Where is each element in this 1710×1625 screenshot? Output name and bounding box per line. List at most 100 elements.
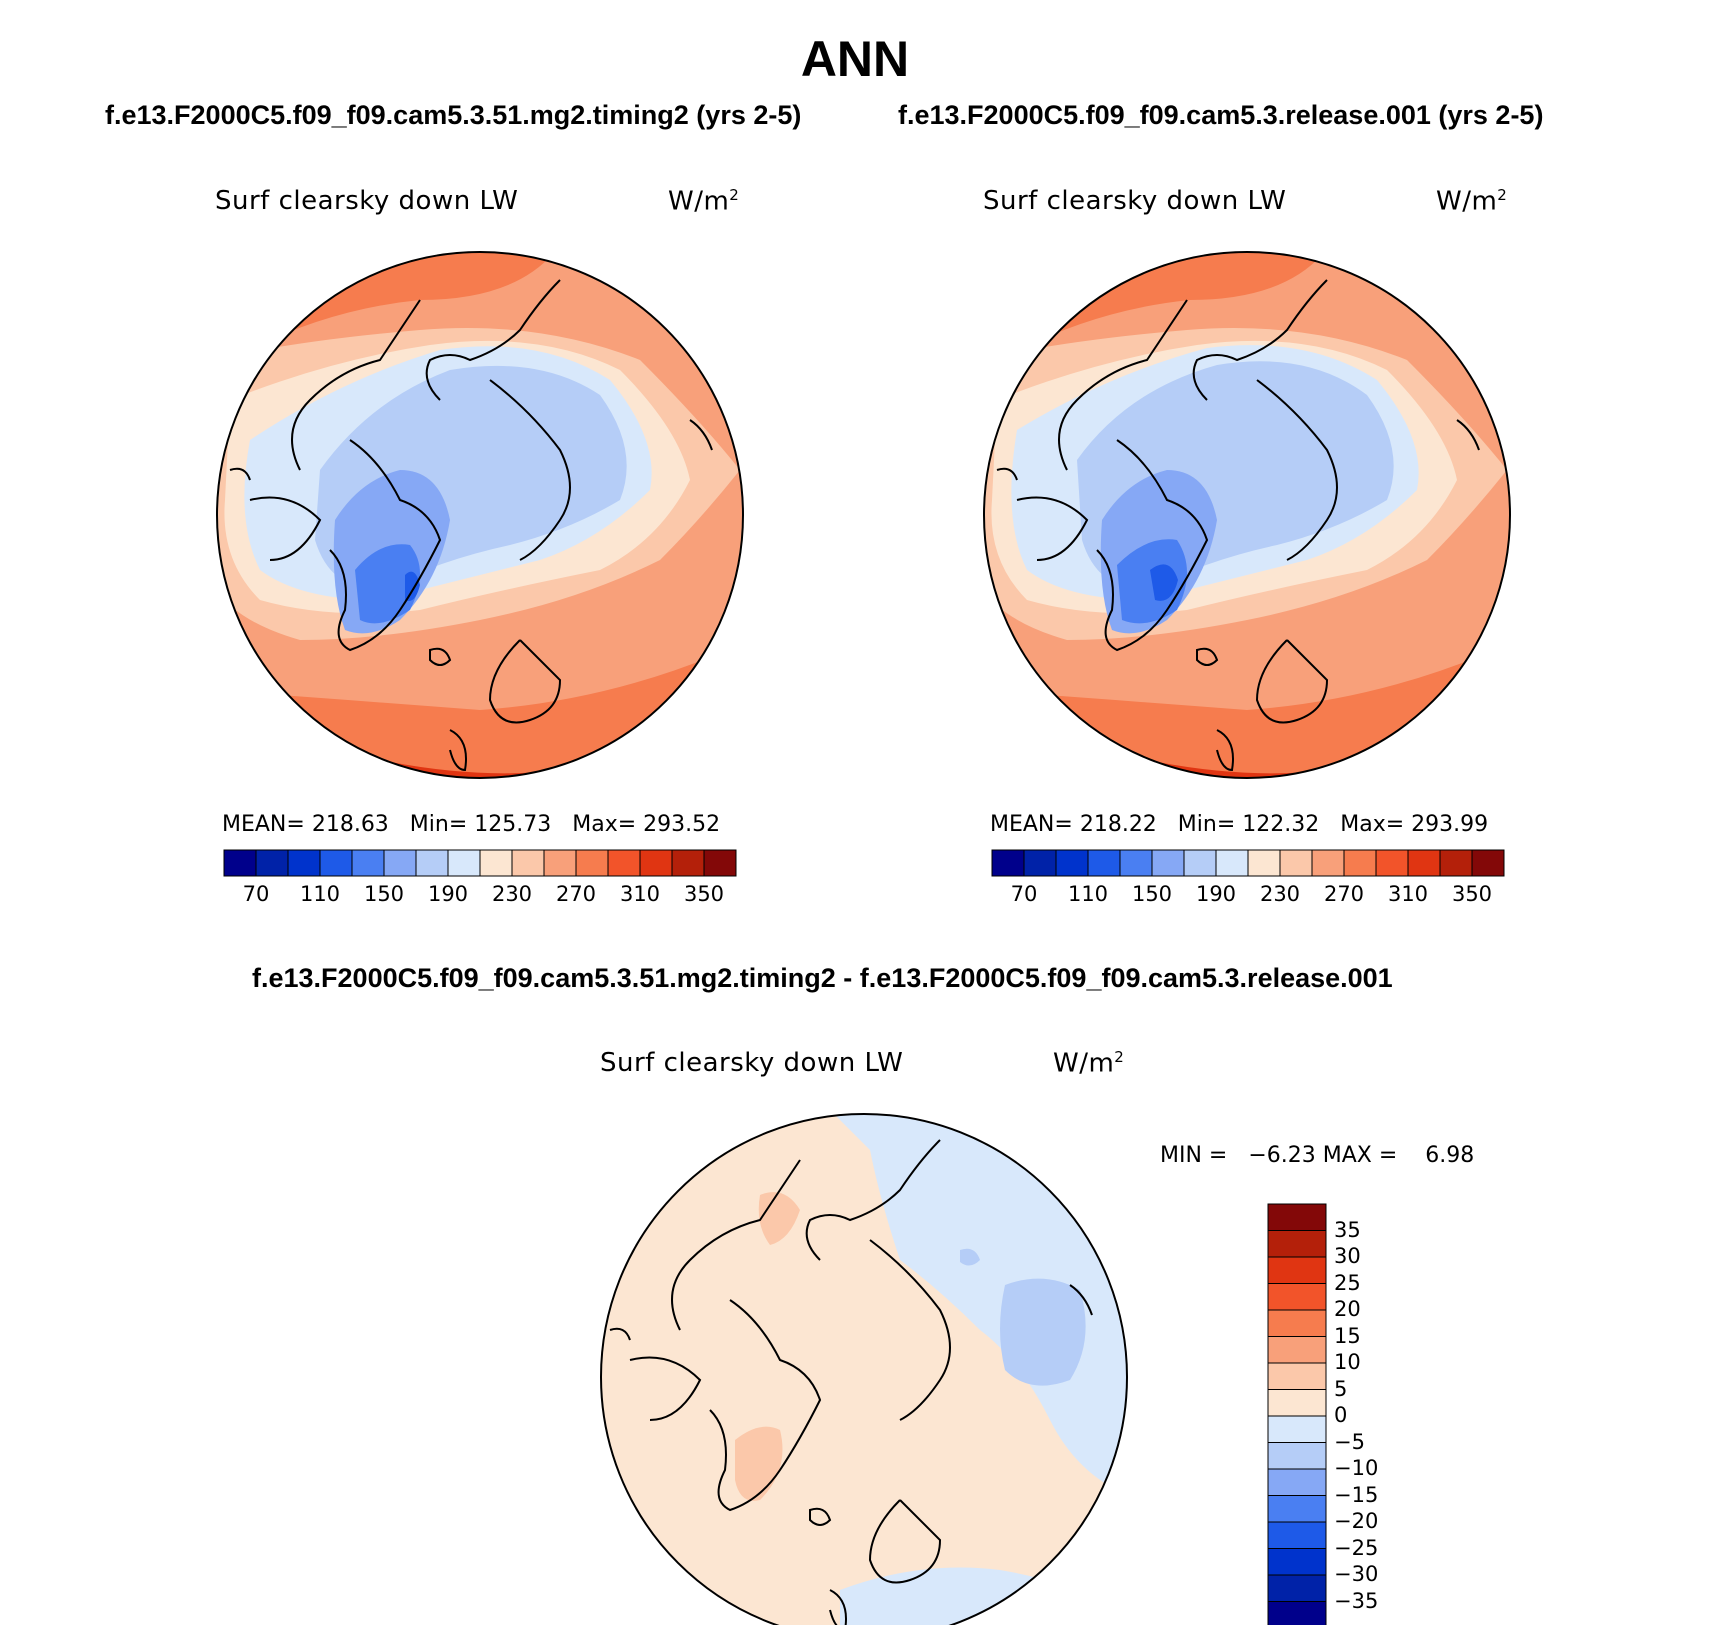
panel-3-colorbar-box bbox=[1267, 1362, 1327, 1390]
panel-2-colorbar-box bbox=[1055, 849, 1089, 877]
panel-3-colorbar-tick-label: −30 bbox=[1334, 1562, 1379, 1586]
panel-1-colorbar-tick-label: 270 bbox=[555, 882, 597, 906]
panel-2-units-label: W/m2 bbox=[1436, 186, 1508, 217]
panel-1-colorbar-box bbox=[287, 849, 321, 877]
panel-3-colorbar-box bbox=[1267, 1415, 1327, 1443]
panel-2-colorbar-box bbox=[1247, 849, 1281, 877]
panel-1-colorbar-tick-label: 190 bbox=[427, 882, 469, 906]
panel-3-colorbar-box bbox=[1267, 1230, 1327, 1258]
panel-1-units-label: W/m2 bbox=[668, 186, 740, 217]
panel-3-colorbar-tick-label: 20 bbox=[1334, 1297, 1361, 1321]
panel-3-colorbar-box bbox=[1267, 1442, 1327, 1470]
panel-3-map bbox=[601, 1114, 1127, 1625]
panel-2-colorbar-tick-label: 70 bbox=[1010, 882, 1038, 906]
panel-3-colorbar-tick-label: 5 bbox=[1334, 1376, 1348, 1401]
panel-3-colorbar-tick-label: 15 bbox=[1334, 1323, 1361, 1348]
panel-2-map bbox=[984, 252, 1510, 778]
panel-1-map-boundary bbox=[216, 251, 744, 779]
panel-3-colorbar-tick-label: −25 bbox=[1334, 1535, 1379, 1560]
panel-3-colorbar-tick-label: 25 bbox=[1334, 1270, 1361, 1295]
panel-1-colorbar-box bbox=[319, 849, 353, 877]
panel-3-colorbar-box bbox=[1267, 1283, 1327, 1311]
panel-2-colorbar-tick-label: 230 bbox=[1259, 882, 1301, 906]
panel-1-stats: MEAN= 218.63 Min= 125.73 Max= 293.52 bbox=[222, 812, 721, 837]
panel-3-colorbar bbox=[1267, 1203, 1327, 1625]
panel-3-colorbar-tick-label: −5 bbox=[1334, 1429, 1365, 1454]
panel-2-colorbar-box bbox=[1151, 849, 1185, 877]
panel-3-colorbar-box bbox=[1267, 1336, 1327, 1364]
panel-2-colorbar-box bbox=[1311, 849, 1345, 877]
panel-2-colorbar-box bbox=[991, 849, 1025, 877]
panel-2-colorbar-box bbox=[1023, 849, 1057, 877]
panel-2-colorbar-box bbox=[1343, 849, 1377, 877]
panel-1-colorbar-box bbox=[639, 849, 673, 877]
panel-2-colorbar-box bbox=[1087, 849, 1121, 877]
panel-1-colorbar-box bbox=[223, 849, 257, 877]
panel-3-colorbar-tick-label: 0 bbox=[1334, 1403, 1348, 1427]
panel-1-colorbar-box bbox=[383, 849, 417, 877]
panel-2-stats: MEAN= 218.22 Min= 122.32 Max= 293.99 bbox=[990, 812, 1489, 837]
panel-3-colorbar-box bbox=[1267, 1256, 1327, 1284]
panel-1-colorbar-box bbox=[511, 849, 545, 877]
panel-3-colorbar-box bbox=[1267, 1495, 1327, 1523]
panel-2-map-boundary bbox=[983, 251, 1511, 779]
panel-2-colorbar bbox=[991, 849, 1505, 877]
panel-1-colorbar-box bbox=[415, 849, 449, 877]
panel-1-colorbar-box bbox=[671, 849, 705, 877]
panel-1-colorbar-box bbox=[351, 849, 385, 877]
panel-2-colorbar-tick-label: 310 bbox=[1387, 882, 1429, 906]
panel-2-colorbar-tick-label: 270 bbox=[1323, 882, 1365, 906]
panel-1-map bbox=[217, 252, 743, 778]
panel-3-units-label: W/m2 bbox=[1053, 1048, 1125, 1079]
panel-2-colorbar-tick-label: 350 bbox=[1451, 882, 1493, 906]
panel-1-colorbar-tick-label: 150 bbox=[363, 882, 405, 906]
panel-3-colorbar-tick-label: −20 bbox=[1334, 1509, 1379, 1533]
panel-3-colorbar-box bbox=[1267, 1521, 1327, 1549]
panel-1-colorbar bbox=[223, 849, 737, 877]
figure-title: ANN bbox=[800, 31, 910, 87]
panel-3-colorbar-tick-label: −15 bbox=[1334, 1482, 1379, 1507]
panel-1-colorbar-tick-label: 230 bbox=[491, 882, 533, 906]
panel-3-colorbar-tick-label: 10 bbox=[1334, 1350, 1361, 1374]
panel-2-colorbar-tick-label: 150 bbox=[1131, 882, 1173, 906]
panel-2-colorbar-box bbox=[1407, 849, 1441, 877]
panel-3-colorbar-tick-label: 35 bbox=[1334, 1217, 1361, 1242]
panel-3-colorbar-tick-label: −10 bbox=[1334, 1456, 1379, 1480]
panel-3-colorbar-tick-label: −35 bbox=[1334, 1588, 1379, 1613]
panel-1-colorbar-box bbox=[575, 849, 609, 877]
panel-1-colorbar-box bbox=[607, 849, 641, 877]
panel-3-map-boundary bbox=[600, 1113, 1128, 1625]
panel-2-variable-label: Surf clearsky down LW bbox=[983, 186, 1287, 216]
panel-2-colorbar-tick-label: 110 bbox=[1067, 882, 1109, 906]
panel-3-colorbar-box bbox=[1267, 1468, 1327, 1496]
panel-3-colorbar-box bbox=[1267, 1203, 1327, 1231]
panel-2-colorbar-box bbox=[1471, 849, 1505, 877]
panel-1-case-title: f.e13.F2000C5.f09_f09.cam5.3.51.mg2.timi… bbox=[105, 100, 802, 130]
panel-2-colorbar-tick-label: 190 bbox=[1195, 882, 1237, 906]
panel-3-colorbar-box bbox=[1267, 1548, 1327, 1576]
panel-3-variable-label: Surf clearsky down LW bbox=[600, 1048, 904, 1078]
panel-3-colorbar-box bbox=[1267, 1601, 1327, 1625]
panel-1-colorbar-tick-label: 350 bbox=[683, 882, 725, 906]
panel-1-colorbar-box bbox=[447, 849, 481, 877]
panel-2-colorbar-box bbox=[1183, 849, 1217, 877]
panel-1-colorbar-tick-label: 70 bbox=[242, 882, 270, 906]
panel-2-colorbar-box bbox=[1215, 849, 1249, 877]
panel-1-colorbar-box bbox=[543, 849, 577, 877]
panel-2-colorbar-box bbox=[1279, 849, 1313, 877]
panel-2-colorbar-box bbox=[1375, 849, 1409, 877]
panel-3-case-title: f.e13.F2000C5.f09_f09.cam5.3.51.mg2.timi… bbox=[252, 963, 1393, 993]
panel-1-colorbar-tick-label: 110 bbox=[299, 882, 341, 906]
panel-3-colorbar-box bbox=[1267, 1389, 1327, 1417]
panel-1-colorbar-tick-label: 310 bbox=[619, 882, 661, 906]
panel-3-colorbar-tick-label: 30 bbox=[1334, 1244, 1361, 1268]
panel-1-colorbar-box bbox=[255, 849, 289, 877]
panel-3-stats: MIN = −6.23 MAX = 6.98 bbox=[1160, 1143, 1475, 1168]
panel-1-variable-label: Surf clearsky down LW bbox=[215, 186, 519, 216]
panel-1-colorbar-box bbox=[703, 849, 737, 877]
panel-2-colorbar-box bbox=[1119, 849, 1153, 877]
panel-3-colorbar-box bbox=[1267, 1574, 1327, 1602]
panel-2-colorbar-box bbox=[1439, 849, 1473, 877]
panel-3-colorbar-box bbox=[1267, 1309, 1327, 1337]
